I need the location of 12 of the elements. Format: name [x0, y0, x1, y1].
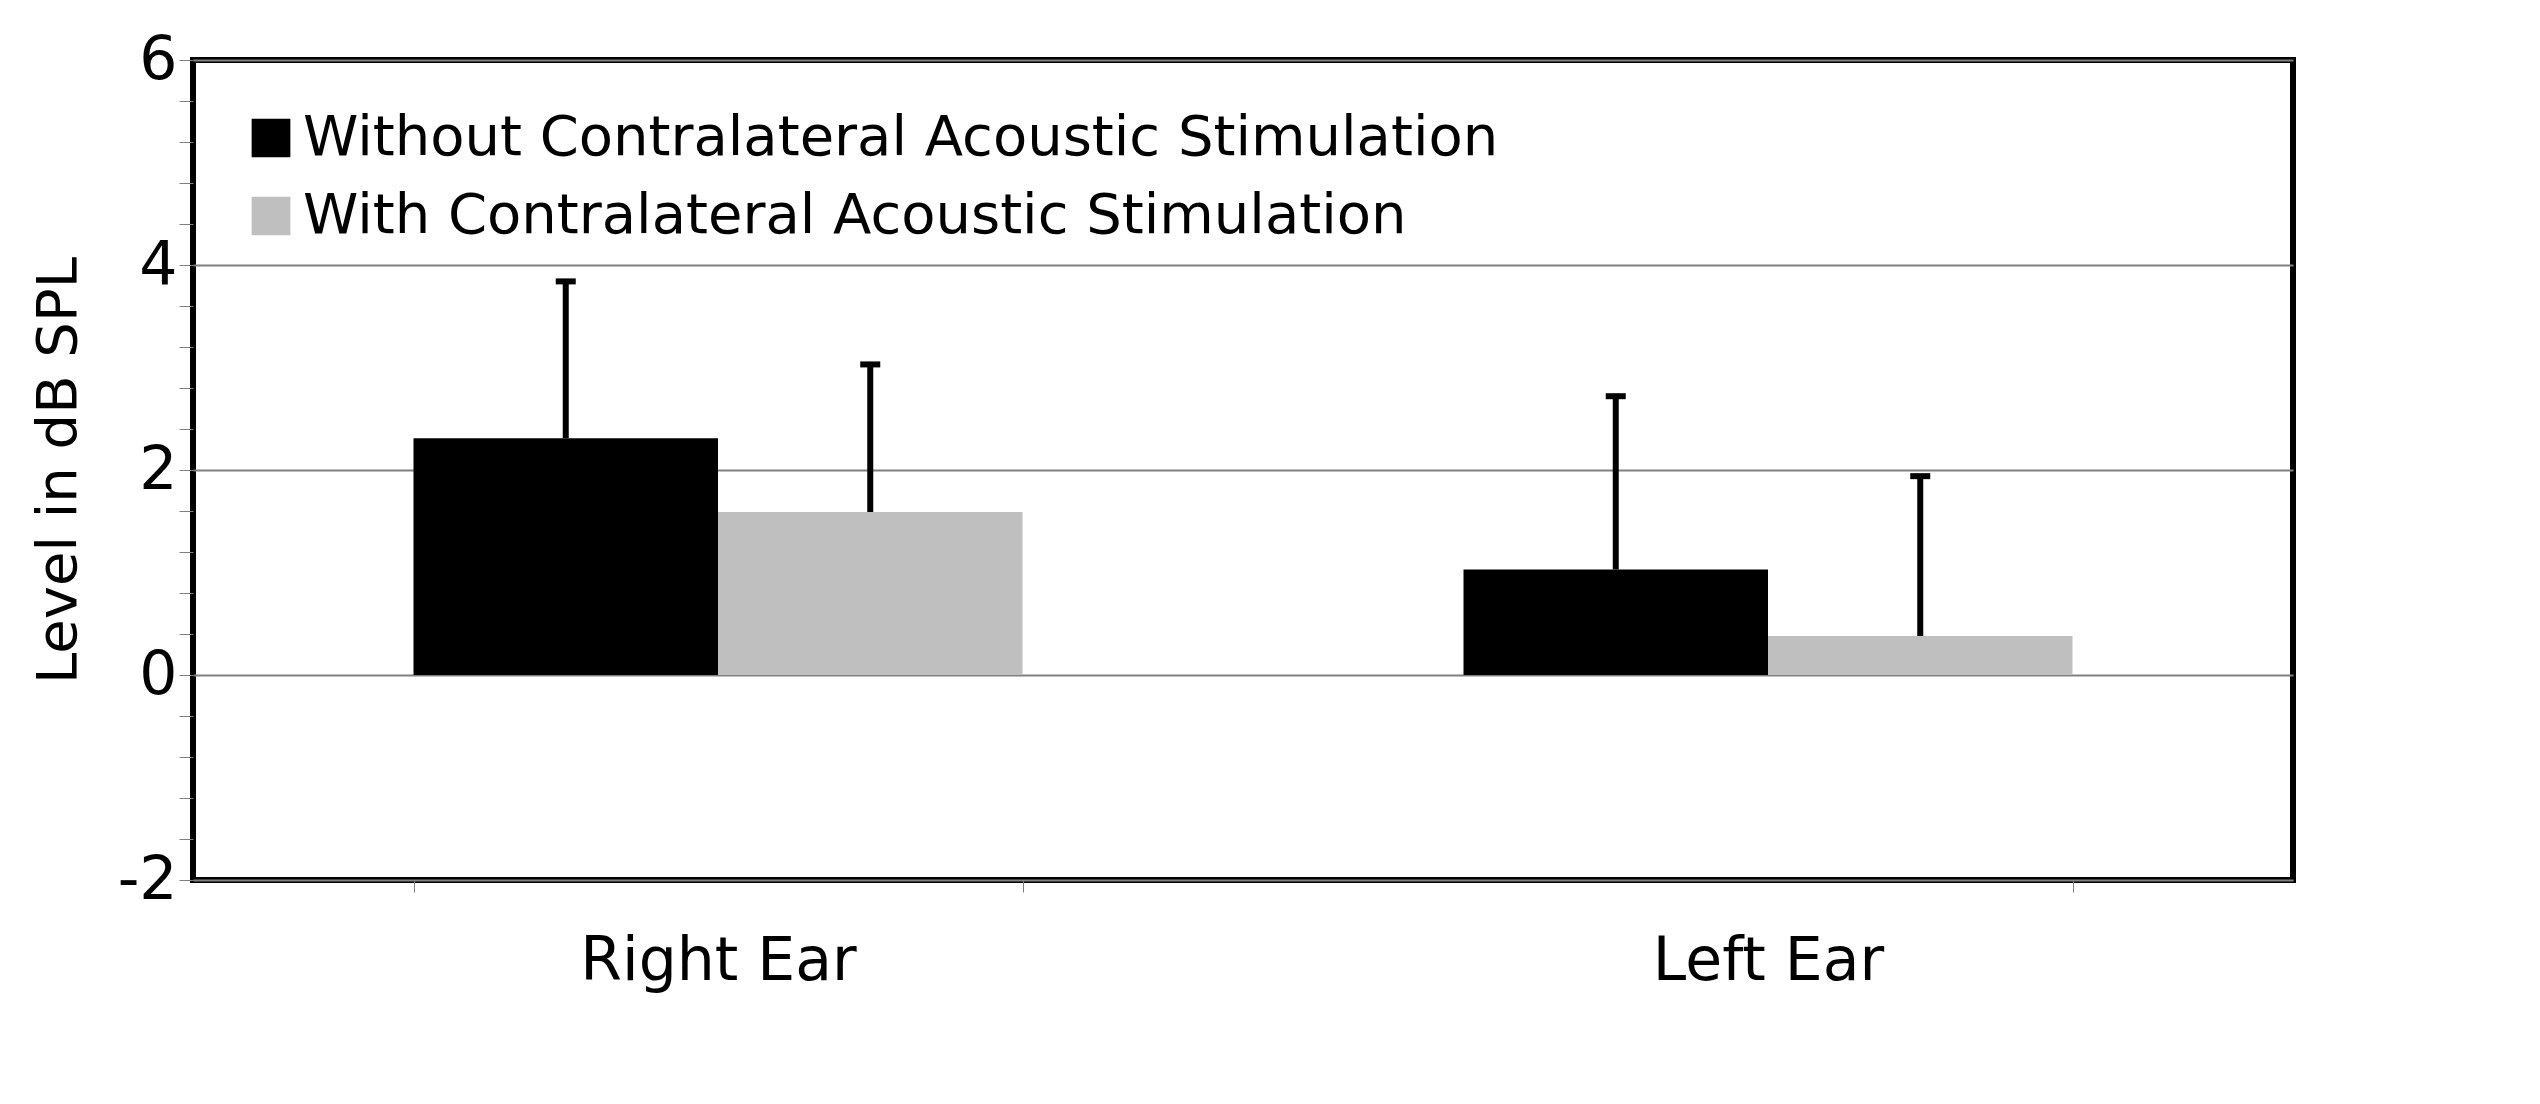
y-axis-title: Level in dB SPL [23, 257, 89, 684]
legend-label: With Contralateral Acoustic Stimulation [303, 181, 1407, 246]
y-tick-label: 0 [139, 637, 178, 708]
legend-label: Without Contralateral Acoustic Stimulation [303, 103, 1499, 168]
x-tick-label: Right Ear [580, 923, 858, 994]
y-tick-label: 2 [139, 432, 178, 503]
y-tick-label: -2 [117, 842, 178, 913]
bar [1768, 636, 2073, 675]
y-tick-label: 4 [139, 227, 178, 298]
x-tick-label: Left Ear [1652, 923, 1885, 994]
y-tick-label: 6 [139, 22, 178, 93]
bar [718, 512, 1023, 675]
